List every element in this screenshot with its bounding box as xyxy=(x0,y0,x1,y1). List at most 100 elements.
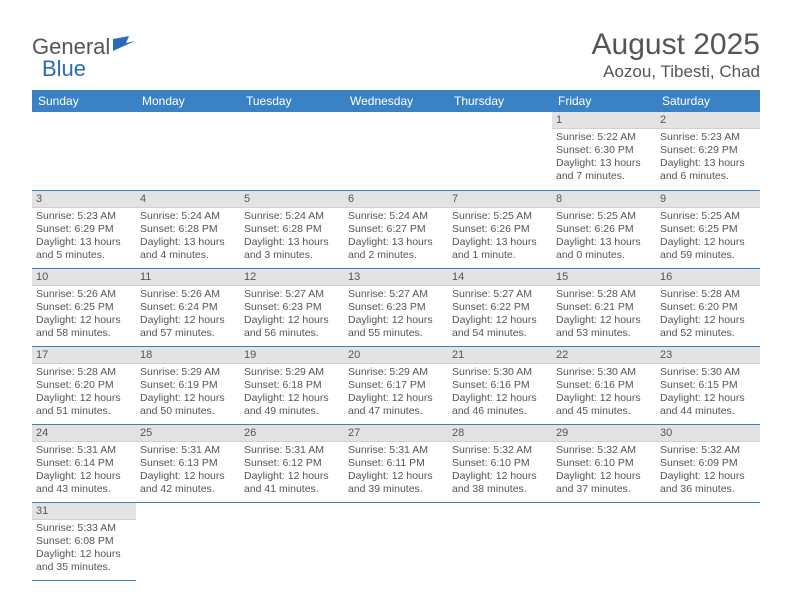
day-body: Sunrise: 5:26 AMSunset: 6:25 PMDaylight:… xyxy=(32,286,136,345)
sunrise: Sunrise: 5:28 AM xyxy=(36,366,132,379)
logo-blue-wrap: Blue xyxy=(42,56,86,82)
sunrise: Sunrise: 5:26 AM xyxy=(140,288,236,301)
calendar-cell xyxy=(136,112,240,190)
day-body: Sunrise: 5:28 AMSunset: 6:20 PMDaylight:… xyxy=(32,364,136,423)
day-body: Sunrise: 5:32 AMSunset: 6:10 PMDaylight:… xyxy=(552,442,656,501)
calendar-cell: 6Sunrise: 5:24 AMSunset: 6:27 PMDaylight… xyxy=(344,190,448,268)
logo-blue: Blue xyxy=(42,56,86,81)
calendar-header: SundayMondayTuesdayWednesdayThursdayFrid… xyxy=(32,90,760,112)
daylight: Daylight: 12 hours and 38 minutes. xyxy=(452,470,548,496)
weekday-header: Saturday xyxy=(656,90,760,112)
calendar-cell: 28Sunrise: 5:32 AMSunset: 6:10 PMDayligh… xyxy=(448,424,552,502)
sunrise: Sunrise: 5:22 AM xyxy=(556,131,652,144)
day-number: 19 xyxy=(240,347,344,364)
day-body: Sunrise: 5:25 AMSunset: 6:26 PMDaylight:… xyxy=(448,208,552,267)
sunrise: Sunrise: 5:23 AM xyxy=(660,131,756,144)
sunrise: Sunrise: 5:29 AM xyxy=(244,366,340,379)
calendar-cell xyxy=(448,112,552,190)
sunset: Sunset: 6:17 PM xyxy=(348,379,444,392)
day-number: 26 xyxy=(240,425,344,442)
header-row: General August 2025 Aozou, Tibesti, Chad xyxy=(32,28,760,82)
sunrise: Sunrise: 5:24 AM xyxy=(140,210,236,223)
sunset: Sunset: 6:11 PM xyxy=(348,457,444,470)
day-number: 12 xyxy=(240,269,344,286)
daylight: Daylight: 12 hours and 58 minutes. xyxy=(36,314,132,340)
weekday-header: Sunday xyxy=(32,90,136,112)
day-number: 16 xyxy=(656,269,760,286)
daylight: Daylight: 12 hours and 46 minutes. xyxy=(452,392,548,418)
sunrise: Sunrise: 5:25 AM xyxy=(452,210,548,223)
daylight: Daylight: 13 hours and 2 minutes. xyxy=(348,236,444,262)
sunrise: Sunrise: 5:31 AM xyxy=(140,444,236,457)
day-number: 21 xyxy=(448,347,552,364)
calendar-cell: 24Sunrise: 5:31 AMSunset: 6:14 PMDayligh… xyxy=(32,424,136,502)
sunrise: Sunrise: 5:29 AM xyxy=(140,366,236,379)
flag-icon xyxy=(113,36,135,59)
sunset: Sunset: 6:10 PM xyxy=(556,457,652,470)
daylight: Daylight: 12 hours and 42 minutes. xyxy=(140,470,236,496)
day-body: Sunrise: 5:24 AMSunset: 6:28 PMDaylight:… xyxy=(240,208,344,267)
day-number: 22 xyxy=(552,347,656,364)
calendar-cell: 19Sunrise: 5:29 AMSunset: 6:18 PMDayligh… xyxy=(240,346,344,424)
sunrise: Sunrise: 5:26 AM xyxy=(36,288,132,301)
day-body: Sunrise: 5:27 AMSunset: 6:23 PMDaylight:… xyxy=(240,286,344,345)
sunrise: Sunrise: 5:27 AM xyxy=(348,288,444,301)
weekday-header: Monday xyxy=(136,90,240,112)
day-body: Sunrise: 5:31 AMSunset: 6:11 PMDaylight:… xyxy=(344,442,448,501)
sunset: Sunset: 6:20 PM xyxy=(36,379,132,392)
calendar-cell: 29Sunrise: 5:32 AMSunset: 6:10 PMDayligh… xyxy=(552,424,656,502)
sunset: Sunset: 6:18 PM xyxy=(244,379,340,392)
daylight: Daylight: 13 hours and 3 minutes. xyxy=(244,236,340,262)
day-body: Sunrise: 5:28 AMSunset: 6:20 PMDaylight:… xyxy=(656,286,760,345)
calendar-cell: 25Sunrise: 5:31 AMSunset: 6:13 PMDayligh… xyxy=(136,424,240,502)
calendar-cell: 15Sunrise: 5:28 AMSunset: 6:21 PMDayligh… xyxy=(552,268,656,346)
sunset: Sunset: 6:26 PM xyxy=(556,223,652,236)
sunset: Sunset: 6:24 PM xyxy=(140,301,236,314)
sunrise: Sunrise: 5:30 AM xyxy=(452,366,548,379)
day-number: 30 xyxy=(656,425,760,442)
daylight: Daylight: 12 hours and 59 minutes. xyxy=(660,236,756,262)
day-body: Sunrise: 5:31 AMSunset: 6:14 PMDaylight:… xyxy=(32,442,136,501)
day-body: Sunrise: 5:30 AMSunset: 6:16 PMDaylight:… xyxy=(448,364,552,423)
sunrise: Sunrise: 5:29 AM xyxy=(348,366,444,379)
sunset: Sunset: 6:26 PM xyxy=(452,223,548,236)
sunset: Sunset: 6:10 PM xyxy=(452,457,548,470)
calendar-cell xyxy=(344,112,448,190)
sunrise: Sunrise: 5:24 AM xyxy=(244,210,340,223)
day-body: Sunrise: 5:29 AMSunset: 6:18 PMDaylight:… xyxy=(240,364,344,423)
daylight: Daylight: 12 hours and 43 minutes. xyxy=(36,470,132,496)
calendar-cell: 9Sunrise: 5:25 AMSunset: 6:25 PMDaylight… xyxy=(656,190,760,268)
daylight: Daylight: 12 hours and 57 minutes. xyxy=(140,314,236,340)
calendar-cell: 27Sunrise: 5:31 AMSunset: 6:11 PMDayligh… xyxy=(344,424,448,502)
sunset: Sunset: 6:16 PM xyxy=(452,379,548,392)
daylight: Daylight: 12 hours and 50 minutes. xyxy=(140,392,236,418)
calendar-cell: 16Sunrise: 5:28 AMSunset: 6:20 PMDayligh… xyxy=(656,268,760,346)
daylight: Daylight: 12 hours and 53 minutes. xyxy=(556,314,652,340)
sunrise: Sunrise: 5:25 AM xyxy=(556,210,652,223)
day-number: 13 xyxy=(344,269,448,286)
sunset: Sunset: 6:13 PM xyxy=(140,457,236,470)
daylight: Daylight: 12 hours and 51 minutes. xyxy=(36,392,132,418)
daylight: Daylight: 12 hours and 56 minutes. xyxy=(244,314,340,340)
day-body: Sunrise: 5:31 AMSunset: 6:13 PMDaylight:… xyxy=(136,442,240,501)
day-number: 2 xyxy=(656,112,760,129)
day-number: 9 xyxy=(656,191,760,208)
sunset: Sunset: 6:09 PM xyxy=(660,457,756,470)
sunset: Sunset: 6:27 PM xyxy=(348,223,444,236)
sunset: Sunset: 6:22 PM xyxy=(452,301,548,314)
day-body: Sunrise: 5:28 AMSunset: 6:21 PMDaylight:… xyxy=(552,286,656,345)
sunset: Sunset: 6:12 PM xyxy=(244,457,340,470)
day-number: 23 xyxy=(656,347,760,364)
calendar-cell: 22Sunrise: 5:30 AMSunset: 6:16 PMDayligh… xyxy=(552,346,656,424)
daylight: Daylight: 13 hours and 1 minute. xyxy=(452,236,548,262)
calendar-cell: 18Sunrise: 5:29 AMSunset: 6:19 PMDayligh… xyxy=(136,346,240,424)
day-number: 11 xyxy=(136,269,240,286)
day-body: Sunrise: 5:26 AMSunset: 6:24 PMDaylight:… xyxy=(136,286,240,345)
sunset: Sunset: 6:21 PM xyxy=(556,301,652,314)
calendar-cell: 13Sunrise: 5:27 AMSunset: 6:23 PMDayligh… xyxy=(344,268,448,346)
day-number: 3 xyxy=(32,191,136,208)
sunrise: Sunrise: 5:31 AM xyxy=(244,444,340,457)
day-number: 17 xyxy=(32,347,136,364)
day-body: Sunrise: 5:32 AMSunset: 6:10 PMDaylight:… xyxy=(448,442,552,501)
day-body: Sunrise: 5:25 AMSunset: 6:26 PMDaylight:… xyxy=(552,208,656,267)
